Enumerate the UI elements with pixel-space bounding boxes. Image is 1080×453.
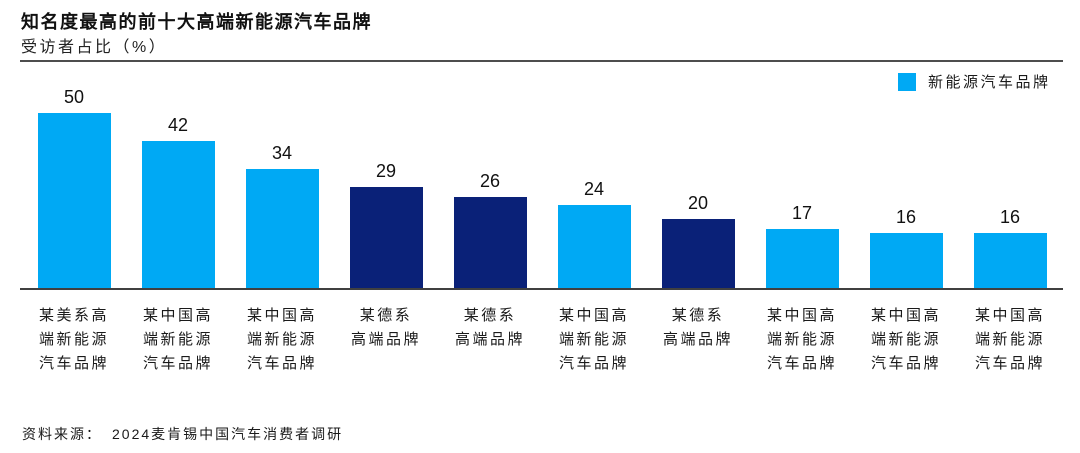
bar: 50 (37, 87, 111, 289)
legend-swatch-icon (898, 72, 916, 91)
bar-column: 34 (230, 113, 334, 289)
bar: 42 (141, 115, 215, 289)
bar: 17 (765, 203, 839, 289)
bar-value-label: 17 (791, 203, 813, 223)
bar: 16 (973, 207, 1047, 289)
page-subtitle: 受访者占比（%） (21, 39, 168, 56)
legend: 新能源汽车品牌 (898, 71, 1051, 92)
bar-value-label: 42 (167, 115, 189, 135)
bar-value-label: 16 (895, 207, 917, 227)
category-label: 某中国高 端新能源 汽车品牌 (558, 307, 629, 372)
category-label: 某中国高 端新能源 汽车品牌 (974, 307, 1045, 372)
category-label: 某德系 高端品牌 (350, 307, 421, 348)
bar-value-label: 20 (687, 193, 709, 213)
legend-label: 新能源汽车品牌 (928, 74, 1051, 91)
x-axis-line (20, 288, 1063, 290)
category-label: 某中国高 端新能源 汽车品牌 (870, 307, 941, 372)
bar-column: 16 (854, 113, 958, 289)
bar: 20 (661, 193, 735, 289)
bar: 34 (245, 143, 319, 289)
bar-column: 42 (126, 113, 230, 289)
category-label: 某中国高 端新能源 汽车品牌 (142, 307, 213, 372)
bar-value-label: 34 (271, 143, 293, 163)
bar: 26 (453, 171, 527, 289)
bar-value-label: 24 (583, 179, 605, 199)
bar-value-label: 16 (999, 207, 1021, 227)
bar-value-label: 26 (479, 171, 501, 191)
bar: 24 (557, 179, 631, 289)
bar-column: 26 (438, 113, 542, 289)
category-label: 某德系 高端品牌 (454, 307, 525, 348)
bar-column: 29 (334, 113, 438, 289)
category-labels: 某美系高 端新能源 汽车品牌 某中国高 端新能源 汽车品牌 某中国高 端新能源 … (22, 304, 1062, 376)
bar-chart: 50 42 34 29 26 24 (22, 87, 1062, 289)
bar-column: 16 (958, 113, 1062, 289)
footer-source: 资料来源： 2024麦肯锡中国汽车消费者调研 (22, 424, 343, 444)
bar-value-label: 50 (63, 87, 85, 107)
page-title: 知名度最高的前十大高端新能源汽车品牌 (21, 12, 372, 32)
bar-column: 24 (542, 113, 646, 289)
bar-column: 50 (22, 87, 126, 289)
source-text: 2024麦肯锡中国汽车消费者调研 (112, 426, 344, 442)
bar-column: 20 (646, 113, 750, 289)
bar-value-label: 29 (375, 161, 397, 181)
category-label: 某中国高 端新能源 汽车品牌 (246, 307, 317, 372)
bar-column: 17 (750, 113, 854, 289)
header-divider (20, 60, 1063, 62)
category-label: 某中国高 端新能源 汽车品牌 (766, 307, 837, 372)
bar: 16 (869, 207, 943, 289)
source-label: 资料来源： (22, 426, 102, 442)
bar: 29 (349, 161, 423, 289)
category-label: 某德系 高端品牌 (662, 307, 733, 348)
category-label: 某美系高 端新能源 汽车品牌 (38, 307, 109, 372)
